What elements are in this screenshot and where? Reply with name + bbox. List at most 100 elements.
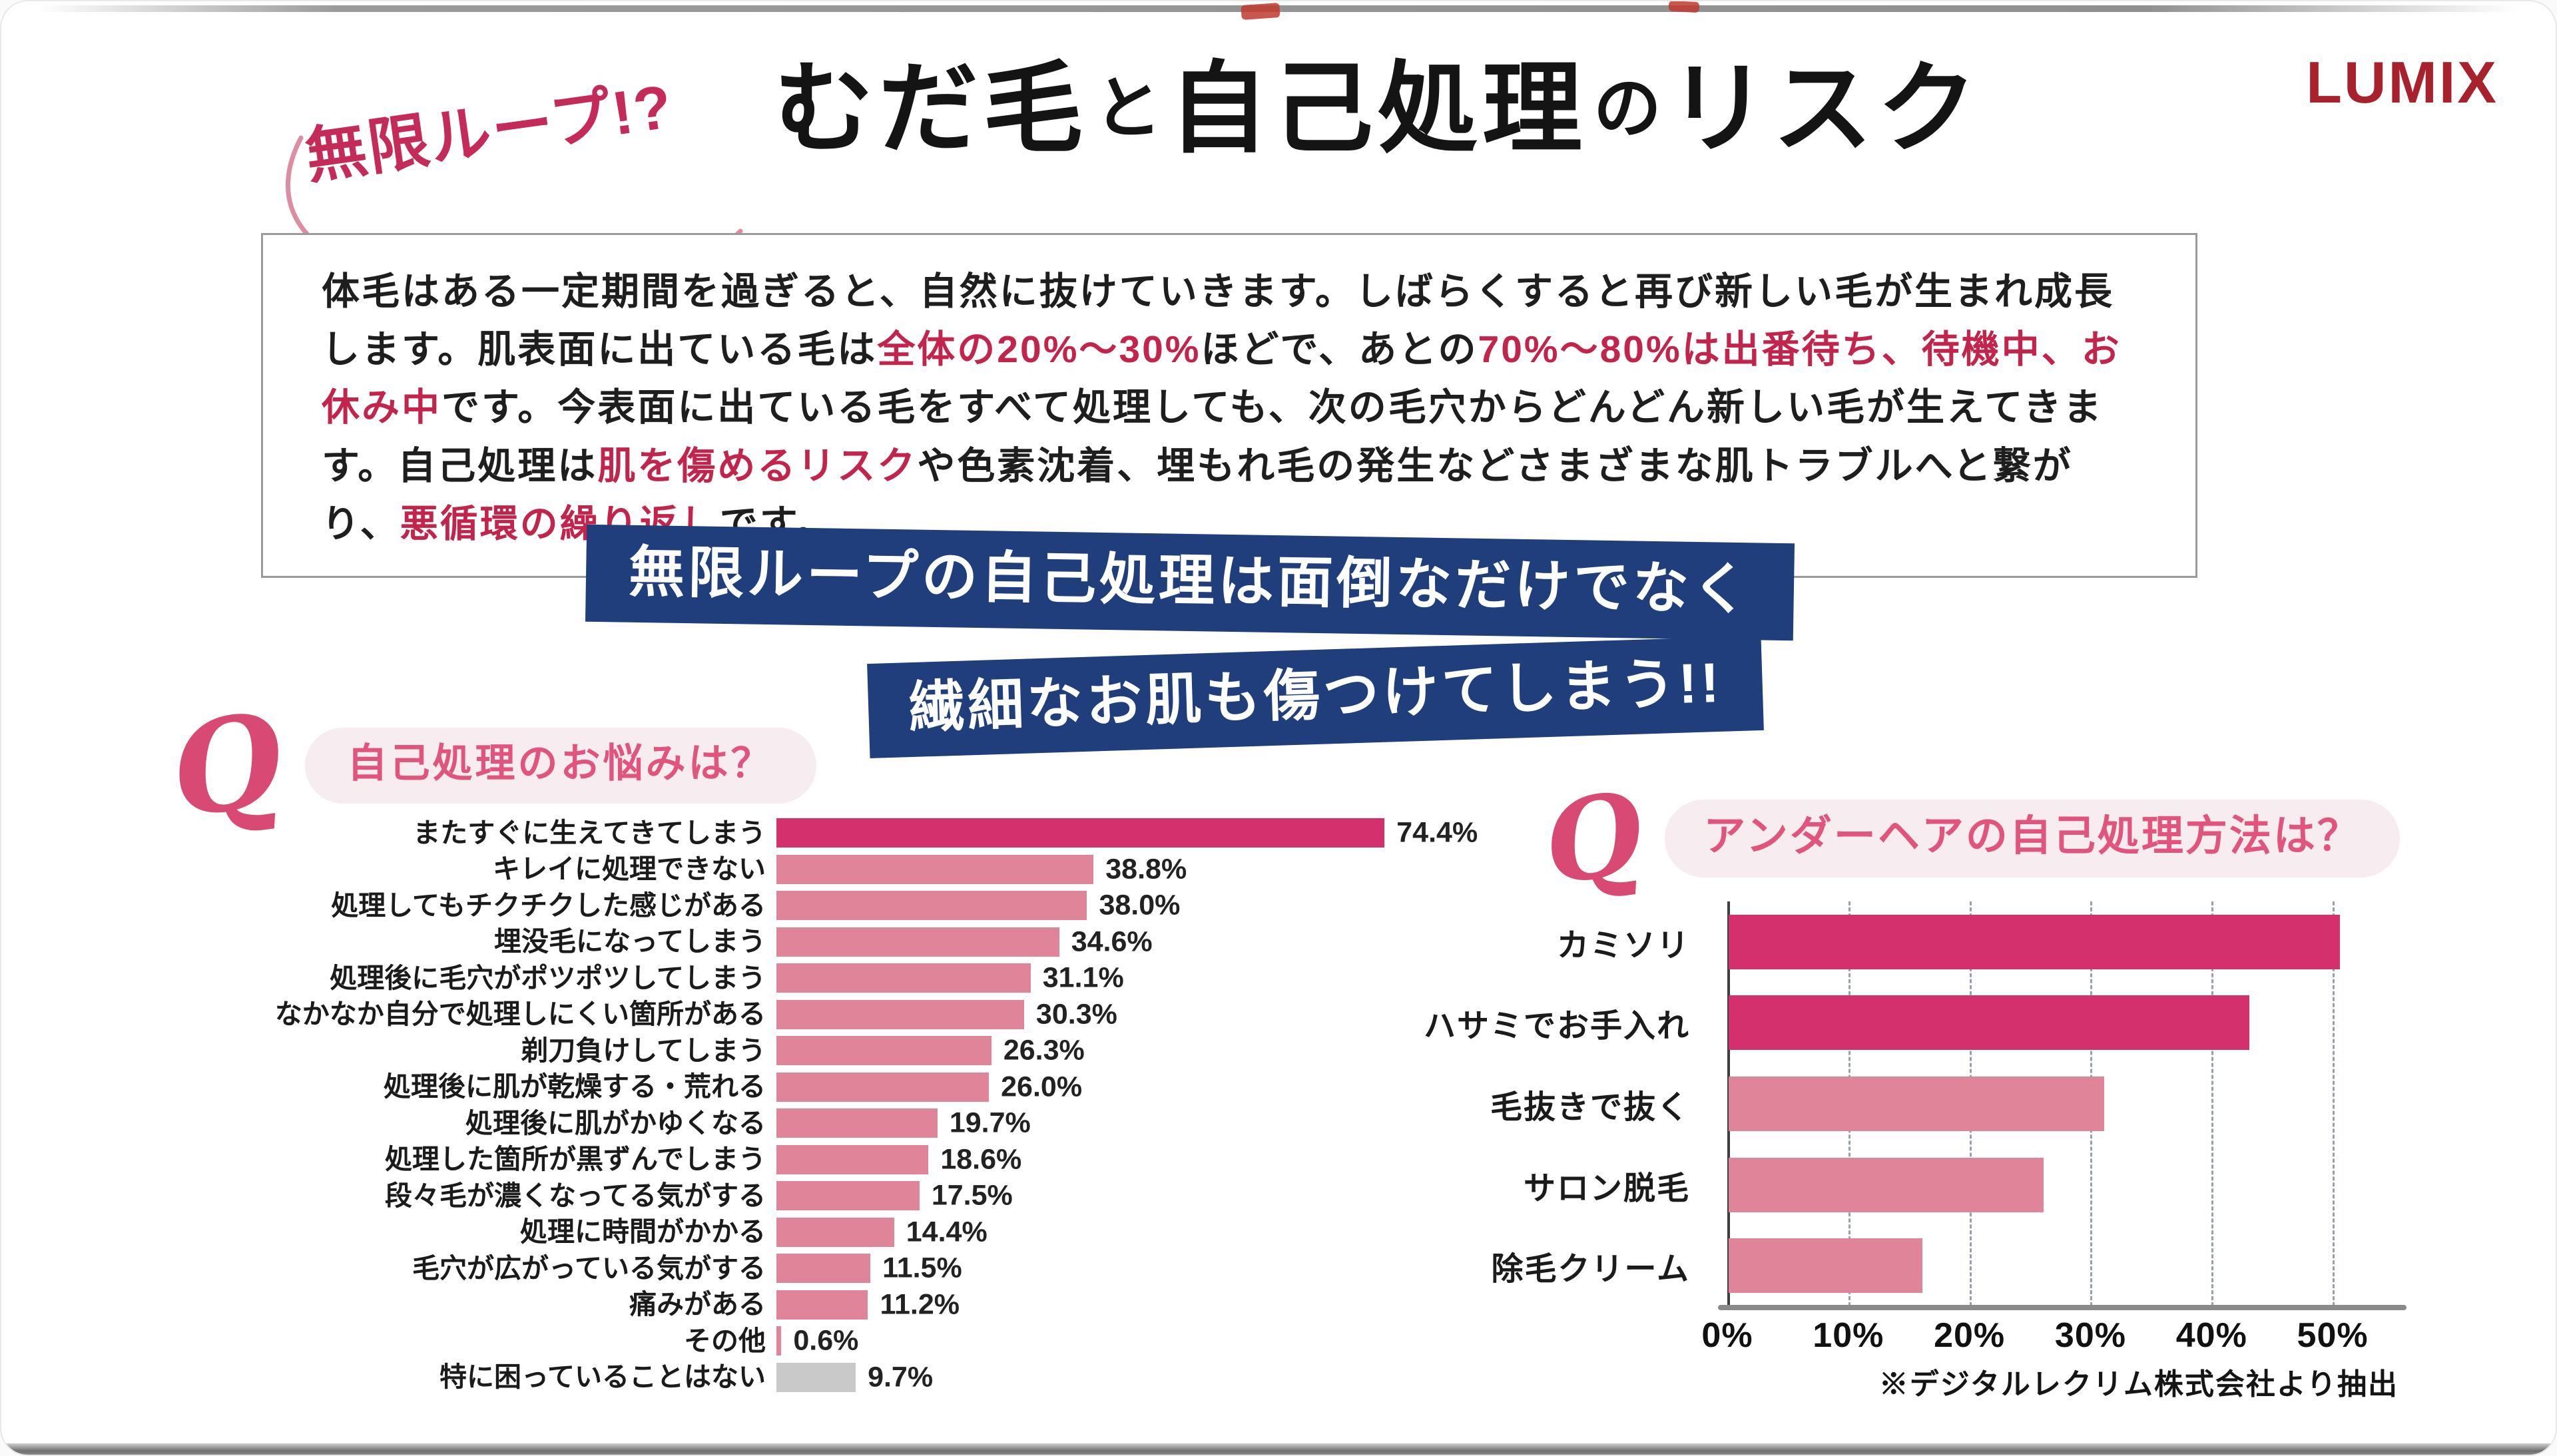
x-axis-line	[1718, 1305, 2407, 1310]
intro-text-box: 体毛はある一定期間を過ぎると、自然に抜けていきます。しばらくすると再び新しい毛が…	[261, 233, 2197, 579]
complaint-value-label: 19.7%	[949, 1106, 1031, 1139]
complaint-label: その他	[684, 1325, 766, 1356]
methods-plot	[1718, 901, 2407, 1310]
x-axis-tick-label: 40%	[2175, 1316, 2247, 1355]
method-bar	[1729, 1077, 2104, 1131]
complaint-row: なかなか自分で処理しにくい箇所がある 30.3%	[262, 997, 1430, 1033]
complaint-value-label: 9.7%	[868, 1361, 934, 1393]
complaint-value-label: 31.1%	[1042, 961, 1124, 994]
intro-emphasis-text: 肌を傷めるリスク	[597, 444, 918, 487]
complaint-label: 処理してもチクチクした感じがある	[331, 889, 766, 921]
complaint-label: 処理に時間がかかる	[520, 1216, 766, 1248]
complaints-question-header: Q 自己処理のお悩みは？	[162, 684, 816, 846]
methods-question-header: Q アンダーヘアの自己処理方法は？	[1536, 766, 2400, 910]
x-axis-tick-label: 20%	[1934, 1316, 2006, 1355]
complaints-chart: またすぐに生えてきてしまう 74.4% キレイに処理できない 38.8% 処理してもチク…	[262, 815, 1478, 1395]
complaint-row: 埋没毛になってしまう 34.6%	[262, 924, 1430, 961]
complaint-value-label: 11.2%	[880, 1288, 960, 1321]
banner-line-2: 繊細なお肌も傷つけてしまう!!	[867, 635, 1764, 759]
complaint-bar	[776, 1144, 929, 1174]
intro-emphasis-text: 70%～80%は出番待ち、待機中、お休み中	[322, 328, 2122, 429]
method-bar	[1729, 914, 2341, 969]
complaint-bar	[776, 1181, 920, 1211]
complaint-row: 毛穴が広がっている気がする 11.5%	[262, 1250, 1430, 1287]
complaints-question-pill: 自己処理のお悩みは？	[304, 727, 816, 804]
complaint-bar	[776, 1072, 990, 1102]
complaint-bar-track: 11.2%	[776, 1290, 1430, 1320]
complaint-value-label: 11.5%	[882, 1252, 962, 1284]
method-bar	[1729, 1238, 1922, 1294]
complaint-value-label: 17.5%	[931, 1179, 1013, 1212]
method-label: 毛抜きで抜く	[1490, 1089, 1690, 1125]
complaint-bar	[776, 1036, 992, 1066]
complaint-bar	[776, 1326, 782, 1356]
complaint-row: 痛みがある 11.2%	[262, 1287, 1430, 1324]
complaint-row: 処理した箇所が黒ずんでしまう 18.6%	[262, 1142, 1430, 1178]
complaint-row: 処理後に肌が乾燥する・荒れる 26.0%	[262, 1069, 1430, 1106]
complaint-bar	[776, 1217, 894, 1247]
complaint-value-label: 38.0%	[1099, 889, 1181, 921]
complaint-bar	[776, 818, 1385, 848]
complaint-bar-track: 17.5%	[776, 1179, 1430, 1212]
complaint-label: 特に困っていることはない	[439, 1361, 766, 1393]
method-label: カミソリ	[1556, 927, 1690, 963]
complaint-value-label: 30.3%	[1035, 998, 1117, 1031]
complaint-value-label: 26.3%	[1003, 1034, 1085, 1067]
title-part: の	[1593, 71, 1662, 146]
complaint-row: 処理に時間がかかる 14.4%	[262, 1214, 1430, 1251]
intro-text: や色素沈着、埋もれ毛の発生などさまざまな肌トラブルへと繋がり、	[322, 444, 2073, 545]
complaint-bar	[776, 927, 1059, 957]
method-bar	[1729, 995, 2249, 1051]
intro-paragraph: 体毛はある一定期間を過ぎると、自然に抜けていきます。しばらくすると再び新しい毛が…	[322, 263, 2137, 553]
title-part: リスク	[1668, 53, 1982, 164]
intro-text: です。今表面に出ている毛をすべて処理しても、次の毛穴からどんどん新しい毛が生えて…	[322, 386, 2104, 487]
title-part: むだ毛	[774, 53, 1088, 164]
complaint-bar-track: 38.8%	[776, 854, 1430, 884]
complaint-value-label: 34.6%	[1071, 925, 1153, 958]
complaint-bar-track: 30.3%	[776, 998, 1430, 1031]
complaint-row: またすぐに生えてきてしまう 74.4%	[262, 815, 1478, 851]
complaint-label: 処理した箇所が黒ずんでしまう	[385, 1144, 766, 1175]
complaint-row: 処理後に毛穴がポツポツしてしまう 31.1%	[262, 960, 1430, 997]
complaint-row: キレイに処理できない 38.8%	[262, 851, 1430, 888]
complaint-bar-track: 26.3%	[776, 1034, 1430, 1067]
complaint-value-label: 26.0%	[1001, 1071, 1083, 1103]
intro-text: 体毛はある一定期間を過ぎると、自然に抜けていきます。しばらくすると再び新しい毛が…	[322, 270, 2115, 371]
title-part: 自己処理	[1169, 53, 1587, 164]
complaint-bar-track: 74.4%	[776, 818, 1478, 848]
complaint-label: 毛穴が広がっている気がする	[412, 1252, 766, 1284]
q-mark-icon: Q	[1536, 766, 1651, 911]
method-label: ハサミでお手入れ	[1423, 1009, 1690, 1045]
complaint-bar	[776, 963, 1031, 993]
complaint-label: 埋没毛になってしまう	[494, 926, 766, 957]
complaint-value-label: 14.4%	[906, 1216, 988, 1248]
complaints-chart-rows: またすぐに生えてきてしまう 74.4% キレイに処理できない 38.8% 処理してもチク…	[262, 815, 1478, 1395]
complaint-label: またすぐに生えてきてしまう	[413, 817, 766, 848]
complaint-bar	[776, 891, 1087, 921]
complaint-bar	[776, 1254, 871, 1284]
complaint-bar	[776, 999, 1024, 1029]
x-axis-tick-label: 50%	[2297, 1316, 2369, 1355]
intro-emphasis-text: 全体の20%～30%	[877, 328, 1201, 371]
methods-axis-ticks: 0% 10% 20% 30% 40% 50%	[1701, 1316, 2393, 1358]
complaint-row: 処理してもチクチクした感じがある 38.0%	[262, 887, 1430, 924]
headline-bubble-text: 無限ループ!?	[301, 72, 677, 192]
q-mark-icon: Q	[162, 684, 292, 847]
complaint-label: キレイに処理できない	[493, 853, 766, 885]
complaint-bar	[776, 1290, 868, 1320]
complaint-bar-track: 31.1%	[776, 963, 1430, 993]
complaint-bar-track: 0.6%	[776, 1326, 1430, 1356]
video-artifact-mark	[1668, 1, 1700, 13]
methods-question-pill: アンダーヘアの自己処理方法は？	[1665, 800, 2400, 878]
complaint-bar-track: 9.7%	[776, 1361, 1430, 1393]
complaint-bar	[776, 854, 1094, 884]
methods-labels: カミソリ ハサミでお手入れ 毛抜きで抜く サロン脱毛 除毛クリーム	[1373, 901, 1707, 1306]
complaint-bar	[776, 1108, 938, 1138]
x-axis-tick-label: 10%	[1813, 1316, 1884, 1355]
complaint-label: 処理後に毛穴がポツポツしてしまう	[330, 962, 766, 993]
source-footnote: ※デジタルレクリム株式会社より抽出	[1878, 1368, 2399, 1401]
complaint-label: なかなか自分で処理しにくい箇所がある	[274, 999, 766, 1030]
gridline	[2333, 901, 2335, 1306]
banner-line-1: 無限ループの自己処理は面倒なだけでなく	[585, 524, 1795, 641]
